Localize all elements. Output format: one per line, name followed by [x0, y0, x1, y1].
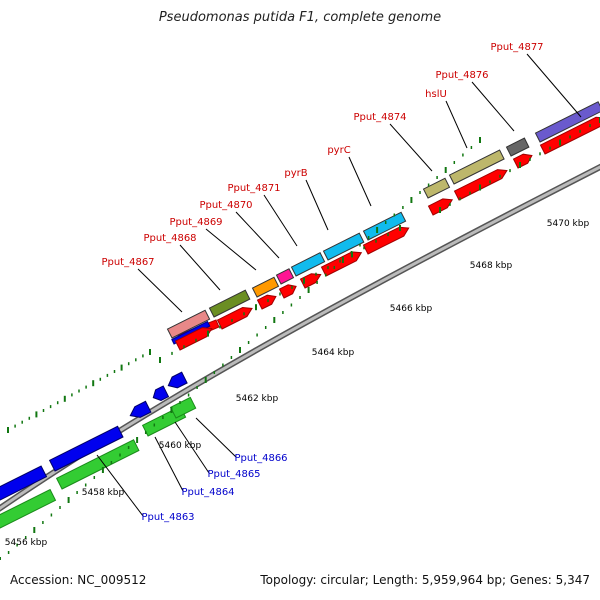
gene-bar-pput_4871: [290, 252, 326, 277]
genome-summary: Topology: circular; Length: 5,959,964 bp…: [260, 573, 590, 587]
gene-label-leader: [137, 268, 183, 313]
gene-bar-pput_4870: [275, 268, 295, 285]
gene-label-leader: [205, 228, 257, 271]
scale-label: 5462 kbp: [236, 394, 279, 404]
gene-bar-pput_4874: [422, 177, 451, 199]
gene-label-leader: [526, 53, 582, 118]
gene-label-pput_4869: Pput_4869: [169, 217, 222, 228]
accession-label: Accession: NC_009512: [10, 573, 147, 587]
gene-label-leader: [96, 454, 144, 517]
reverse-gene-bar: [152, 385, 170, 402]
gene-bar-pput_4867: [166, 309, 211, 339]
reverse-gene-bar: [48, 425, 124, 472]
cds-feature: [320, 251, 363, 277]
gene-label-leader: [174, 421, 210, 474]
gene-label-pput_4864: Pput_4864: [181, 487, 234, 498]
gene-label-leader: [263, 194, 298, 247]
reverse-cds-feature: [169, 396, 197, 419]
gene-label-leader: [235, 211, 280, 259]
scale-label: 5468 kbp: [470, 261, 513, 271]
scale-label: 5456 kbp: [5, 538, 48, 548]
gene-label-leader: [348, 156, 372, 207]
gene-label-pyrb: pyrB: [284, 168, 307, 179]
gene-label-pyrc: pyrC: [327, 145, 350, 156]
gene-bar-pput_4876: [505, 137, 530, 157]
gene-label-leader: [154, 436, 184, 492]
gene-label-leader: [445, 100, 468, 149]
gene-label-pput_4868: Pput_4868: [143, 233, 196, 244]
scale-label: 5464 kbp: [312, 348, 355, 358]
page-title: Pseudomonas putida F1, complete genome: [158, 10, 442, 25]
gene-label-leader: [389, 123, 433, 172]
gene-label-pput_4874: Pput_4874: [353, 112, 406, 123]
gene-bar-pyrb: [322, 232, 365, 261]
gene-label-hslu: hslU: [425, 89, 447, 100]
gene-label-pput_4876: Pput_4876: [435, 70, 488, 81]
gene-label-pput_4863: Pput_4863: [141, 512, 194, 523]
reverse-cds-feature: [55, 439, 140, 490]
gene-bar-pyrc: [362, 211, 407, 241]
scale-label: 5470 kbp: [547, 219, 590, 229]
gene-bar-hslu: [448, 149, 505, 185]
gene-label-leader: [195, 417, 237, 458]
gene-label-pput_4870: Pput_4870: [199, 200, 252, 211]
reverse-gene-bar: [129, 400, 152, 418]
cds-feature: [427, 198, 454, 216]
reverse-gene-bar: [167, 371, 188, 389]
gene-label-leader: [471, 81, 515, 132]
gene-bar-pput_4868: [208, 289, 251, 318]
gene-label-pput_4865: Pput_4865: [207, 469, 260, 480]
cds-feature: [256, 294, 277, 310]
gene-bar-pput_4869: [251, 276, 280, 298]
gene-label-pput_4866: Pput_4866: [234, 453, 287, 464]
reverse-gene-bar: [0, 465, 48, 501]
scale-label: 5460 kbp: [159, 441, 202, 451]
gene-bar-pput_4877: [534, 101, 600, 143]
gene-label-leader: [305, 179, 329, 231]
scale-label: 5458 kbp: [82, 488, 125, 498]
gene-label-pput_4867: Pput_4867: [101, 257, 154, 268]
gene-label-pput_4877: Pput_4877: [490, 42, 543, 53]
reverse-cds-feature: [0, 488, 57, 529]
gene-label-leader: [179, 244, 221, 291]
scale-label: 5466 kbp: [390, 304, 433, 314]
gene-label-pput_4871: Pput_4871: [227, 183, 280, 194]
cds-feature: [278, 284, 297, 299]
cds-feature: [512, 153, 533, 169]
cds-feature: [174, 327, 213, 351]
